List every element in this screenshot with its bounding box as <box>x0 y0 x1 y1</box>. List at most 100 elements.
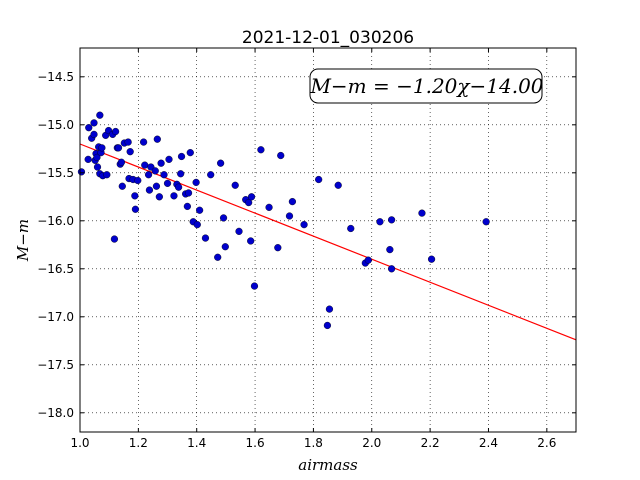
y-axis-label: M−m <box>14 219 32 262</box>
x-tick-label: 1.2 <box>129 436 148 450</box>
data-point <box>126 148 134 156</box>
data-point <box>111 127 120 136</box>
y-tick-label: −16.5 <box>37 262 74 276</box>
data-point <box>145 186 154 194</box>
y-tick-label: −14.5 <box>37 70 74 84</box>
x-tick-label: 2.0 <box>362 436 381 450</box>
data-point <box>151 167 159 175</box>
axes-frame <box>79 47 577 433</box>
data-point <box>217 159 225 167</box>
data-point <box>183 202 191 211</box>
data-point <box>231 181 239 189</box>
fit-equation: M−m = −1.20χ−14.00 <box>309 74 543 98</box>
x-tick-label: 2.4 <box>479 436 498 450</box>
data-point <box>323 321 332 330</box>
data-point <box>184 189 193 197</box>
data-point <box>247 193 256 201</box>
data-point <box>214 253 222 261</box>
data-point <box>157 159 165 167</box>
data-point <box>144 171 153 179</box>
data-point <box>177 170 185 178</box>
data-point <box>265 203 273 211</box>
data-point <box>201 234 210 242</box>
data-point <box>114 144 123 152</box>
data-point <box>152 182 161 190</box>
chart-title: 2021-12-01_030206 <box>242 28 414 48</box>
data-point <box>388 216 396 224</box>
data-point <box>186 149 194 157</box>
data-point <box>134 176 142 185</box>
data-point <box>245 198 253 207</box>
data-point <box>277 151 285 160</box>
data-point <box>364 256 372 264</box>
data-point <box>347 224 355 233</box>
y-tick-label: −15.0 <box>37 118 74 132</box>
x-tick-label: 1.0 <box>70 436 89 450</box>
data-point <box>90 130 98 139</box>
data-point <box>221 243 229 251</box>
plot-background <box>80 48 576 432</box>
data-point <box>110 235 119 243</box>
data-point <box>131 205 140 213</box>
data-point <box>257 146 265 154</box>
data-point <box>250 282 259 290</box>
y-tick-label: −15.5 <box>37 166 74 180</box>
data-point <box>160 171 168 179</box>
data-point <box>207 171 215 179</box>
x-tick-label: 1.4 <box>187 436 206 450</box>
x-tick-label: 1.6 <box>246 436 265 450</box>
fit-annotation: M−m = −1.20χ−14.00 <box>309 68 544 104</box>
y-tick-label: −17.0 <box>37 310 74 324</box>
data-point <box>193 221 201 229</box>
data-point <box>170 192 178 200</box>
y-tick-label: −16.0 <box>37 214 74 228</box>
data-point <box>386 246 394 254</box>
data-point <box>177 152 186 161</box>
x-axis-label: airmass <box>298 456 358 474</box>
data-point <box>93 163 102 171</box>
x-tick-label: 2.6 <box>537 436 556 450</box>
data-point <box>118 182 126 190</box>
data-point <box>196 206 204 214</box>
x-tick-label: 2.2 <box>421 436 440 450</box>
data-point <box>90 119 98 127</box>
data-point <box>285 212 294 220</box>
data-point <box>334 181 342 189</box>
data-point <box>325 305 334 313</box>
data-point <box>98 144 106 152</box>
data-point <box>247 237 255 245</box>
data-point <box>155 193 163 201</box>
data-point <box>315 175 323 184</box>
data-point <box>482 218 490 226</box>
data-point <box>117 158 126 166</box>
data-point <box>235 227 243 235</box>
data-point <box>219 214 228 222</box>
data-point <box>300 221 308 229</box>
y-tick-label: −18.0 <box>37 406 74 420</box>
annotation-box <box>309 68 543 104</box>
data-point <box>141 161 149 169</box>
y-tick-label: −17.5 <box>37 358 74 372</box>
data-point <box>388 265 396 273</box>
plot-area: 1.0 1.2 1.4 1.6 1.8 2.0 2.2 2.4 2.6 −14.5 −15.0 −15… <box>37 47 577 450</box>
data-point <box>93 153 101 162</box>
data-point <box>140 138 148 146</box>
data-point <box>165 155 173 163</box>
data-point <box>96 111 104 119</box>
data-point <box>163 179 172 187</box>
data-point <box>376 218 384 226</box>
data-point <box>153 135 161 143</box>
data-point <box>124 138 132 146</box>
data-point <box>274 244 282 252</box>
data-point <box>192 178 200 187</box>
data-point <box>175 183 183 191</box>
x-tick-label: 1.8 <box>304 436 323 450</box>
data-point <box>85 124 93 132</box>
data-point <box>84 155 92 163</box>
data-point <box>427 255 436 263</box>
data-point <box>103 171 111 179</box>
data-point <box>131 192 139 200</box>
data-point <box>77 168 86 176</box>
data-point <box>418 209 426 217</box>
